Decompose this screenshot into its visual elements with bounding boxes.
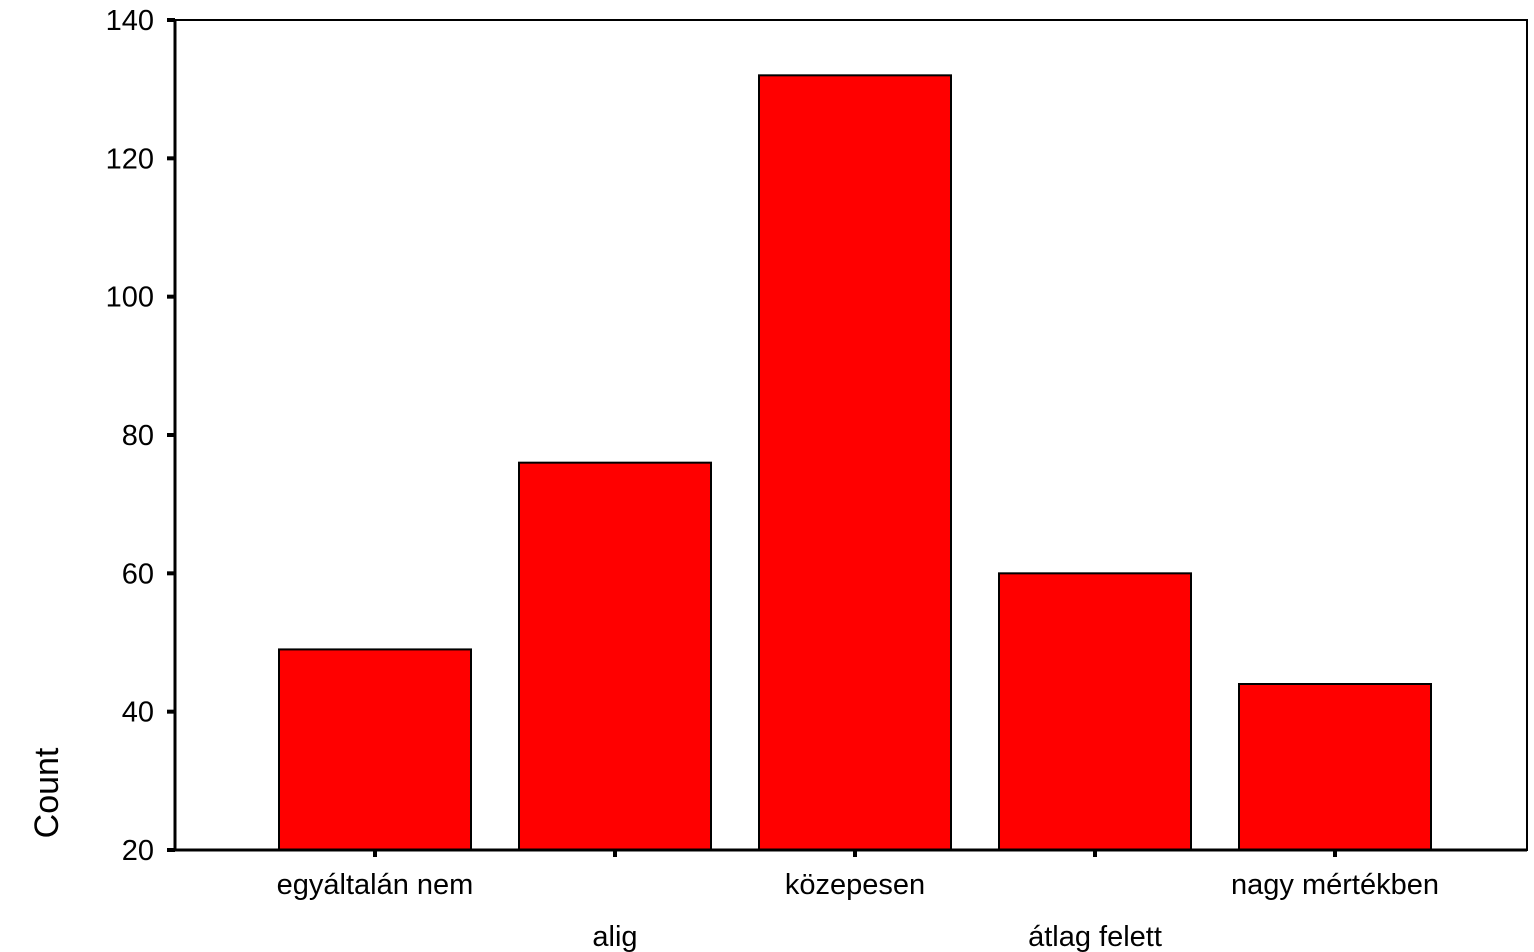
- bar-1: [278, 648, 472, 852]
- y-tick-label: 80: [122, 420, 154, 452]
- y-tick-label: 20: [122, 835, 154, 867]
- y-ticks: 20 40 60 80 100 120 140: [106, 5, 175, 867]
- y-tick-label: 120: [106, 143, 154, 175]
- x-tick-label: alig: [592, 921, 637, 952]
- x-tick-label: nagy mértékben: [1231, 869, 1439, 901]
- y-tick-label: 140: [106, 5, 154, 37]
- bar-5: [1238, 683, 1432, 851]
- x-tick-label: közepesen: [785, 869, 925, 901]
- bars: [278, 74, 1432, 852]
- bar-4: [998, 572, 1192, 851]
- x-tick-label: átlag felett: [1028, 921, 1162, 952]
- y-axis-label: Count: [28, 747, 66, 838]
- bar-3: [758, 74, 952, 852]
- y-tick-label: 40: [122, 697, 154, 729]
- x-tick-label: egyáltalán nem: [277, 869, 474, 901]
- y-tick-label: 100: [106, 282, 154, 314]
- bar-2: [518, 461, 712, 851]
- y-tick-label: 60: [122, 558, 154, 590]
- x-ticks: egyáltalán nem alig közepesen átlag felett n…: [277, 850, 1439, 952]
